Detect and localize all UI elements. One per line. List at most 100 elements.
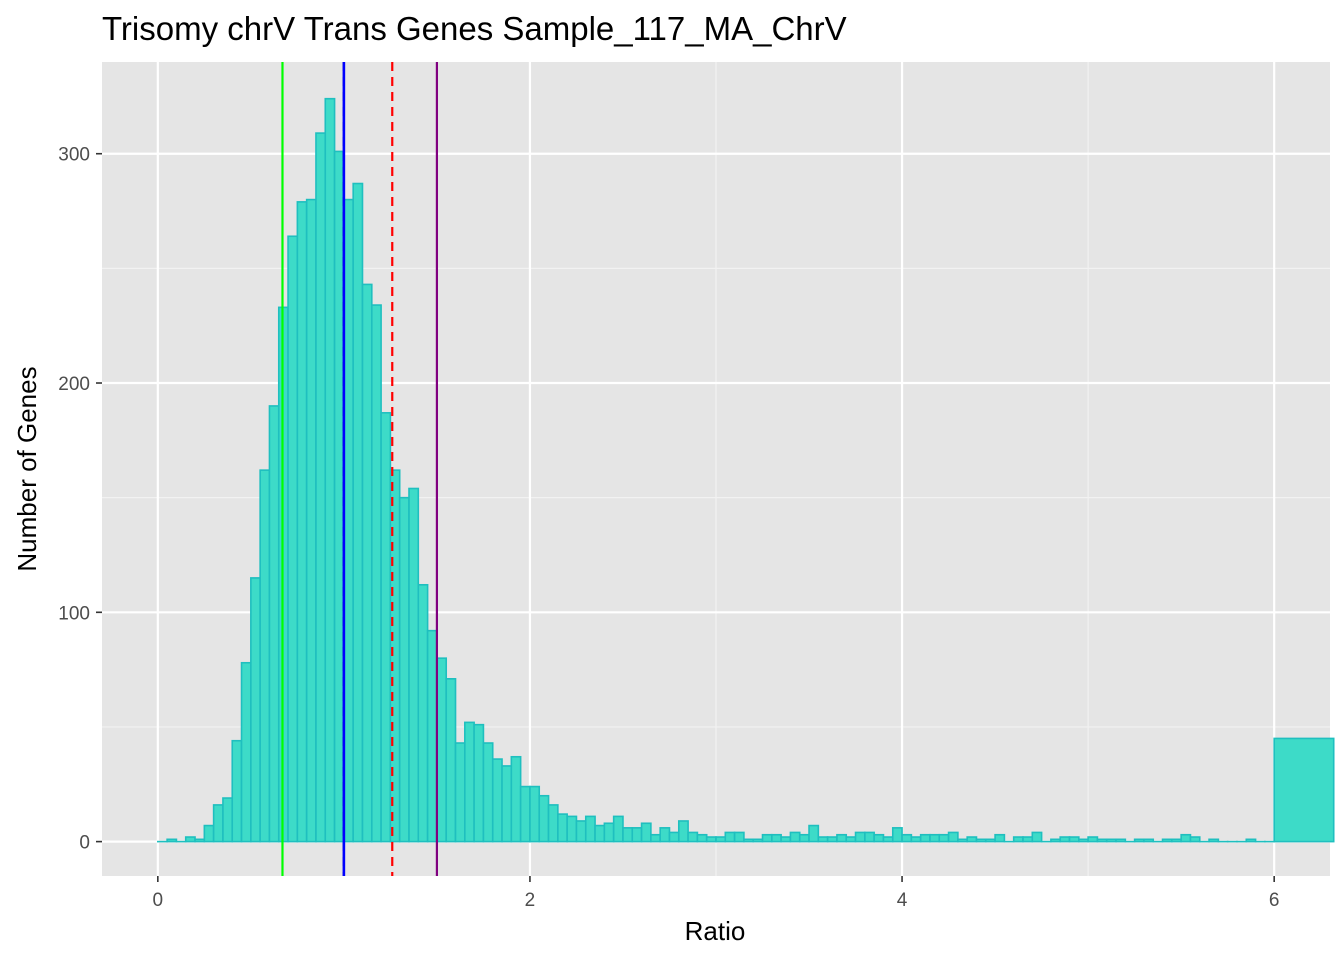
chart-title: Trisomy chrV Trans Genes Sample_117_MA_C… — [102, 10, 847, 47]
histogram-bar — [854, 831, 866, 843]
histogram-bar — [966, 836, 978, 843]
histogram-bar — [864, 831, 875, 843]
histogram-bar — [1022, 836, 1034, 843]
histogram-bar — [882, 836, 894, 843]
histogram-bar — [584, 815, 596, 843]
histogram-bar — [612, 815, 624, 843]
histogram-bar — [315, 132, 327, 843]
histogram-bar — [705, 836, 717, 843]
histogram-bar — [194, 838, 206, 843]
x-tick-label: 6 — [1269, 890, 1280, 911]
histogram-bar — [650, 833, 661, 843]
histogram-bar — [677, 820, 689, 843]
histogram-bar — [984, 838, 996, 843]
histogram-bar — [529, 785, 541, 843]
histogram-bar — [436, 657, 448, 843]
histogram-bar — [482, 742, 494, 843]
histogram-bar — [575, 820, 587, 843]
histogram-bar — [947, 831, 959, 843]
histogram-bar — [901, 833, 913, 843]
histogram-bar — [1189, 836, 1201, 843]
histogram-bar — [724, 831, 736, 843]
histogram-bar — [417, 583, 429, 843]
histogram-bar — [1096, 838, 1108, 843]
histogram-bar — [910, 836, 922, 843]
histogram-bar — [491, 758, 503, 843]
x-tick-label: 0 — [153, 890, 164, 911]
histogram-bar — [380, 412, 392, 843]
histogram-bar — [259, 469, 271, 843]
histogram-bar — [1171, 838, 1182, 843]
histogram-bar — [696, 833, 708, 843]
histogram-bar — [352, 182, 364, 843]
histogram-bar — [938, 833, 950, 843]
histogram-bar — [166, 838, 178, 843]
histogram-bar — [1208, 838, 1220, 843]
histogram-bar — [743, 838, 755, 843]
histogram-bar — [1133, 838, 1145, 843]
x-tick-label: 4 — [897, 890, 908, 911]
histogram-bar — [817, 836, 829, 843]
histogram-bar — [733, 831, 745, 843]
histogram-bar — [789, 831, 801, 843]
histogram-bar — [1031, 831, 1043, 843]
histogram-bar — [640, 822, 652, 843]
histogram-bar — [826, 836, 838, 843]
histogram-bar — [519, 785, 531, 843]
histogram-bar — [1180, 833, 1192, 843]
histogram-bar — [1273, 737, 1335, 843]
histogram-bar — [343, 198, 354, 843]
histogram-bar — [668, 831, 680, 843]
histogram-bar — [1087, 836, 1099, 843]
histogram-bar — [305, 198, 317, 843]
histogram-bar — [631, 827, 643, 843]
histogram-bar — [473, 723, 485, 843]
y-tick-label: 300 — [58, 145, 90, 166]
histogram-bar — [659, 827, 671, 843]
histogram-bar — [370, 304, 382, 843]
histogram-bar — [891, 827, 903, 843]
histogram-bar — [808, 824, 820, 843]
histogram-bar — [454, 742, 466, 843]
histogram-bar — [1143, 838, 1155, 843]
histogram-bar — [566, 815, 578, 843]
histogram-bar — [501, 765, 513, 843]
histogram-bar — [203, 824, 215, 843]
histogram-bar — [222, 797, 234, 843]
histogram-bar — [622, 827, 634, 843]
histogram-bar — [296, 201, 308, 843]
histogram-bar — [919, 833, 931, 843]
histogram-bar — [408, 487, 420, 843]
histogram-bar — [761, 833, 773, 843]
histogram-bar — [547, 804, 559, 843]
histogram-bar — [1245, 838, 1257, 843]
histogram-bar — [1078, 838, 1089, 843]
histogram-bar — [538, 794, 550, 843]
x-axis-title: Ratio — [685, 916, 746, 946]
histogram-bar — [231, 739, 243, 843]
histogram-bar — [212, 804, 224, 843]
histogram-bar — [752, 838, 764, 843]
histogram-bar — [994, 833, 1006, 843]
histogram-bar — [287, 235, 299, 843]
histogram-bar — [184, 836, 196, 843]
histogram-bar — [957, 838, 968, 843]
histogram-bar — [250, 577, 261, 843]
histogram-bar — [929, 833, 941, 843]
histogram-bar — [1105, 838, 1117, 843]
histogram-bar — [333, 150, 345, 843]
histogram-bar — [715, 836, 727, 843]
axis-ticks: 0 2 4 6 0 100 200 300 — [58, 145, 1279, 911]
reference-lines — [281, 62, 439, 876]
histogram-bar — [771, 833, 782, 843]
histogram-bar — [268, 405, 280, 843]
histogram-bar — [240, 661, 252, 843]
y-tick-label: 100 — [58, 603, 90, 624]
histogram-bar — [845, 836, 857, 843]
histogram-bar — [1050, 838, 1062, 843]
histogram-bar — [798, 833, 810, 843]
histogram-bar — [975, 838, 987, 843]
histogram-bar — [398, 496, 410, 843]
histogram-bar — [426, 629, 438, 843]
histogram-bar — [464, 721, 475, 843]
